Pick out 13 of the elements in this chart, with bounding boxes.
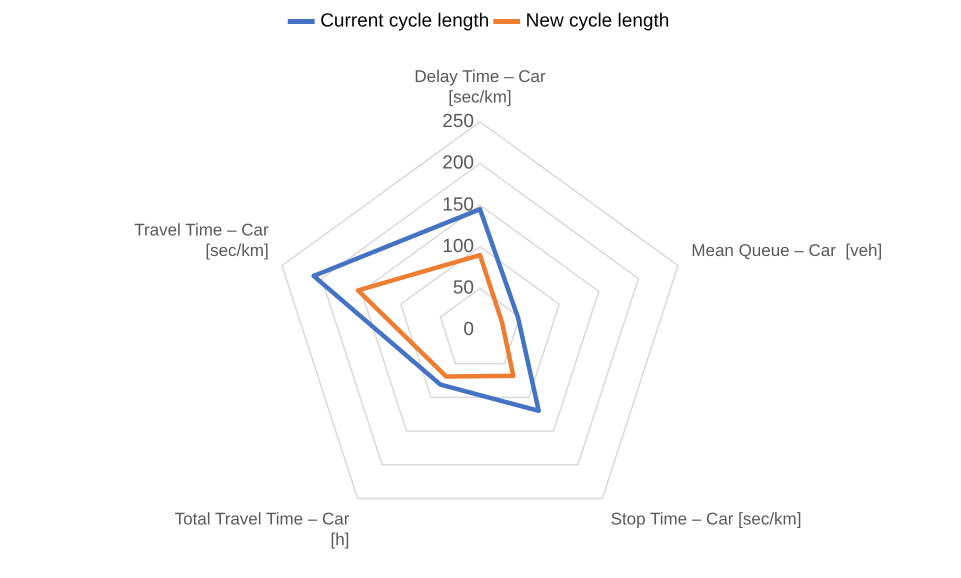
y-tick-label: 0: [463, 319, 474, 340]
spoke-label: Total Travel Time – Car [h]: [174, 510, 350, 550]
y-tick-label: 50: [452, 278, 474, 299]
legend-label: New cycle length: [526, 10, 670, 32]
legend-label: Current cycle length: [320, 10, 490, 32]
spoke-label: Travel Time – Car [sec/km]: [134, 220, 269, 260]
y-tick-label: 200: [442, 152, 474, 174]
y-tick-label: 100: [442, 236, 474, 257]
spoke-label: Mean Queue – Car [veh]: [691, 240, 882, 260]
y-tick-label: 150: [442, 194, 474, 216]
spoke-label: Stop Time – Car [sec/km]: [610, 510, 802, 529]
spoke-label: Delay Time – Car [sec/km]: [414, 66, 546, 106]
y-tick-label: 250: [442, 111, 474, 132]
